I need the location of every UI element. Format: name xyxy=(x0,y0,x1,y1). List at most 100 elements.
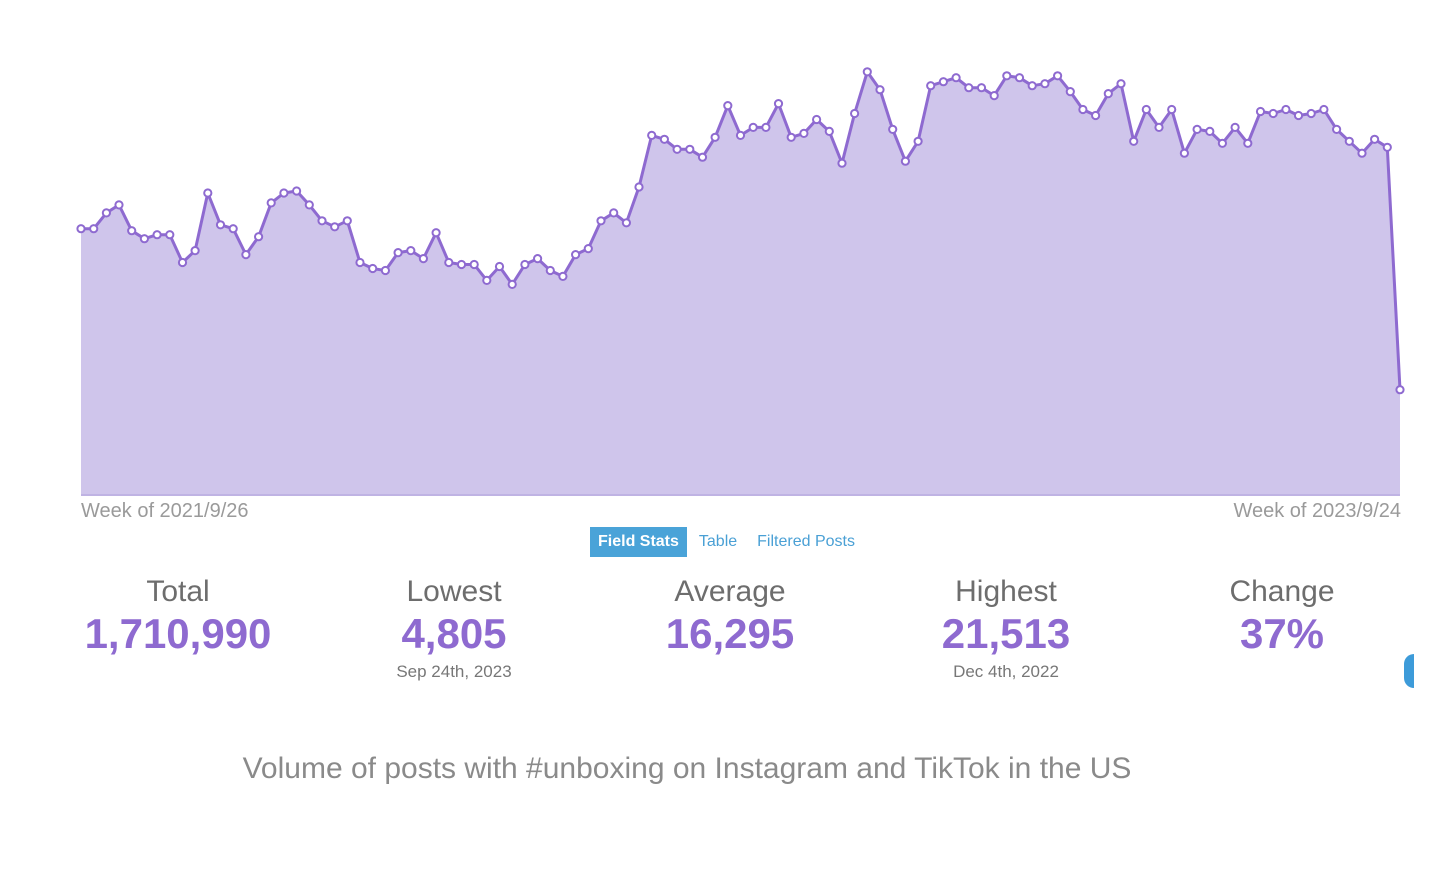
x-axis-start-label: Week of 2021/9/26 xyxy=(81,500,249,522)
data-point xyxy=(76,224,86,234)
data-point xyxy=(1065,87,1075,97)
data-point xyxy=(89,224,99,234)
data-point xyxy=(812,114,822,125)
data-point xyxy=(723,101,733,111)
data-point xyxy=(215,220,226,230)
data-point xyxy=(710,132,720,142)
stat-lowest-date: Sep 24th, 2023 xyxy=(396,662,512,681)
data-point xyxy=(1167,104,1177,115)
data-point xyxy=(875,85,885,95)
stat-average-label: Average xyxy=(674,575,786,608)
data-point xyxy=(1078,104,1088,115)
data-point xyxy=(799,128,809,138)
data-point xyxy=(1370,134,1380,144)
data-point xyxy=(1027,81,1037,91)
stat-lowest-value: 4,805 xyxy=(401,610,507,657)
data-point xyxy=(913,136,923,146)
data-point xyxy=(1116,79,1126,89)
data-point xyxy=(850,108,860,119)
data-point xyxy=(1154,122,1164,133)
stat-highest-label: Highest xyxy=(955,575,1057,608)
panel-edge xyxy=(1406,560,1456,700)
data-point xyxy=(101,208,112,218)
data-point xyxy=(1179,148,1190,158)
stat-change-value: 37% xyxy=(1239,610,1325,657)
data-point xyxy=(672,144,682,154)
data-point xyxy=(406,246,416,256)
data-point xyxy=(203,188,213,198)
data-point xyxy=(279,188,289,198)
data-point xyxy=(621,218,632,228)
area-chart xyxy=(76,67,1405,496)
data-point xyxy=(507,279,517,289)
data-point xyxy=(177,257,188,268)
area-fill xyxy=(81,71,1400,496)
data-point xyxy=(634,182,644,192)
data-point xyxy=(609,208,619,218)
data-point xyxy=(659,134,670,144)
data-point xyxy=(165,230,175,240)
data-point xyxy=(266,198,276,208)
data-point xyxy=(1281,104,1291,115)
data-point xyxy=(368,263,378,274)
data-point xyxy=(1395,385,1405,395)
data-point xyxy=(1053,71,1063,81)
data-point xyxy=(1382,142,1392,152)
data-point xyxy=(1129,136,1139,146)
field-stats-panel: Total 1,710,990 Lowest 4,805 Sep 24th, 2… xyxy=(40,572,1420,692)
stat-lowest: Lowest 4,805 Sep 24th, 2023 xyxy=(316,572,592,682)
data-point xyxy=(976,83,987,93)
data-point xyxy=(1103,89,1113,99)
data-point xyxy=(355,257,365,268)
data-point xyxy=(773,99,784,109)
data-point xyxy=(824,126,834,136)
stat-average-value: 16,295 xyxy=(665,610,795,657)
data-point xyxy=(241,250,251,260)
data-point xyxy=(900,156,911,166)
data-point xyxy=(761,122,771,133)
data-point xyxy=(989,91,999,101)
data-point xyxy=(380,265,390,276)
data-point xyxy=(938,77,949,87)
data-point xyxy=(837,158,847,168)
tab-field-stats[interactable]: Field Stats xyxy=(590,527,687,557)
data-point xyxy=(571,250,581,260)
data-point xyxy=(304,200,314,210)
stat-total-value: 1,710,990 xyxy=(84,610,272,657)
tab-table[interactable]: Table xyxy=(698,533,738,550)
data-point xyxy=(735,130,746,140)
figure-caption: Volume of posts with #unboxing on Instag… xyxy=(242,752,1132,785)
data-point xyxy=(786,132,796,142)
stat-change-label: Change xyxy=(1229,575,1335,608)
data-point xyxy=(647,130,657,140)
data-point xyxy=(1141,104,1151,115)
data-point xyxy=(456,259,467,270)
edge-handle[interactable] xyxy=(1404,654,1414,688)
stat-highest-value: 21,513 xyxy=(941,610,1071,657)
data-point xyxy=(1344,136,1354,146)
data-point xyxy=(1319,104,1329,115)
data-point xyxy=(342,216,352,226)
data-point xyxy=(583,244,593,254)
data-point xyxy=(431,228,441,238)
data-point xyxy=(114,200,124,210)
data-point xyxy=(748,122,758,133)
data-point xyxy=(545,265,555,276)
data-point xyxy=(1255,106,1266,117)
data-point xyxy=(520,259,530,270)
stat-average: Average 16,295 xyxy=(592,572,868,656)
data-point xyxy=(1243,138,1253,148)
data-point xyxy=(1268,108,1278,119)
stat-highest-date: Dec 4th, 2022 xyxy=(953,662,1059,681)
tab-filtered-posts[interactable]: Filtered Posts xyxy=(757,533,855,550)
data-points xyxy=(76,67,1405,395)
data-point xyxy=(1192,124,1202,134)
data-point xyxy=(533,254,543,264)
data-point xyxy=(1040,79,1050,89)
data-point xyxy=(685,144,695,154)
data-point xyxy=(228,224,238,234)
data-point xyxy=(1091,110,1101,121)
data-point xyxy=(888,124,898,134)
data-point xyxy=(482,275,492,285)
data-point xyxy=(1002,71,1012,81)
